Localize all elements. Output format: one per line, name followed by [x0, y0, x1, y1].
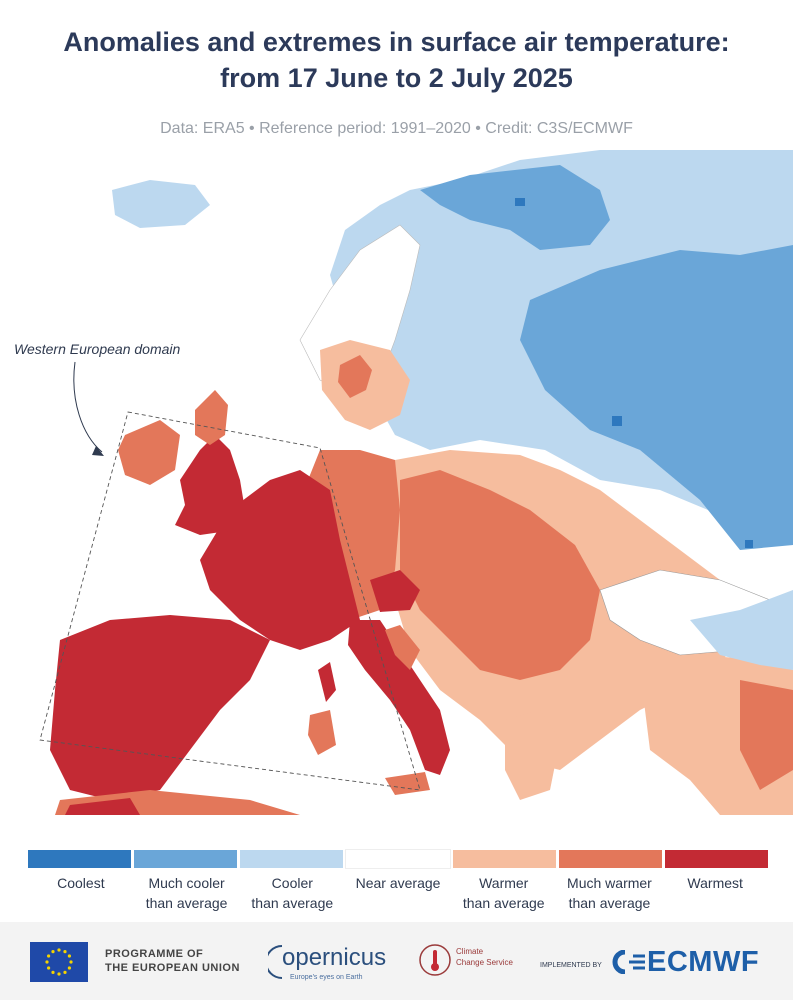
region-south-scandinavia-much-warmer	[338, 355, 372, 398]
region-italy-warmest	[348, 620, 450, 775]
climate-change-service-text: Climate Change Service	[456, 947, 513, 967]
legend-swatch	[28, 850, 132, 868]
coolest-spot	[612, 416, 622, 426]
region-north-much-cooler	[420, 165, 610, 250]
copernicus-name: opernicus	[282, 944, 387, 971]
island-sicily	[385, 772, 430, 795]
legend-label: Much warmer than average	[567, 875, 652, 911]
region-scotland-much-warmer	[195, 390, 228, 445]
region-central-east-much-warmer	[400, 470, 600, 680]
coolest-spot	[515, 198, 525, 206]
temperature-anomaly-map	[0, 150, 793, 815]
ecmwf-logo-icon	[612, 950, 645, 974]
copernicus-tagline: Europe's eyes on Earth	[290, 974, 363, 981]
legend-swatch	[664, 850, 768, 868]
domain-arrow-head	[92, 446, 104, 456]
region-greece-warmer	[505, 710, 560, 800]
region-turkey-much-warmer	[740, 680, 793, 790]
legend-swatch	[240, 850, 344, 868]
legend-label: Coolest	[57, 875, 105, 891]
title-block: Anomalies and extremes in surface air te…	[0, 24, 793, 96]
legend-label: Warmest	[687, 875, 743, 891]
climate-change-service-icon	[419, 944, 451, 976]
ecmwf-name: ECMWF	[647, 946, 760, 978]
copernicus-logo-icon	[268, 945, 283, 979]
island-sardinia	[308, 710, 336, 755]
eu-programme-text: PROGRAMME OF THE EUROPEAN UNION	[105, 948, 240, 974]
legend-swatch	[134, 850, 238, 868]
domain-annotation: Western European domain	[14, 341, 181, 357]
implemented-by-label: IMPLEMENTED BY	[540, 962, 602, 969]
domain-arrow	[73, 361, 103, 453]
region-alps-warmest	[370, 570, 420, 612]
legend-label: Near average	[355, 875, 441, 891]
region-uk-warmest	[175, 435, 245, 535]
legend-label: Warmer than average	[462, 875, 545, 911]
data-credit-subtitle: Data: ERA5 • Reference period: 1991–2020…	[160, 120, 633, 137]
region-iceland	[112, 180, 210, 228]
legend-label: Much cooler than average	[145, 875, 228, 911]
legend: Coolest Much cooler than average Cooler than…	[28, 849, 768, 913]
region-north-africa-warmest	[65, 798, 140, 815]
eu-flag-icon	[30, 942, 88, 982]
legend-swatch	[452, 850, 556, 868]
legend-label: Cooler than average	[251, 875, 334, 911]
page-title: Anomalies and extremes in surface air te…	[63, 27, 730, 57]
legend-swatch	[345, 849, 451, 869]
legend-swatch	[558, 850, 662, 868]
region-iberia-warmest	[50, 615, 270, 800]
region-ireland-much-warmer	[118, 420, 180, 485]
coolest-spot	[745, 540, 753, 548]
footer: PROGRAMME OF THE EUROPEAN UNION opernicu…	[0, 922, 793, 1000]
island-corsica	[318, 662, 336, 702]
region-southeast-cooler	[690, 590, 793, 670]
region-italy-much-warmer	[385, 625, 420, 670]
page-title-dates: from 17 June to 2 July 2025	[220, 63, 573, 93]
region-russia-much-cooler	[520, 245, 793, 550]
